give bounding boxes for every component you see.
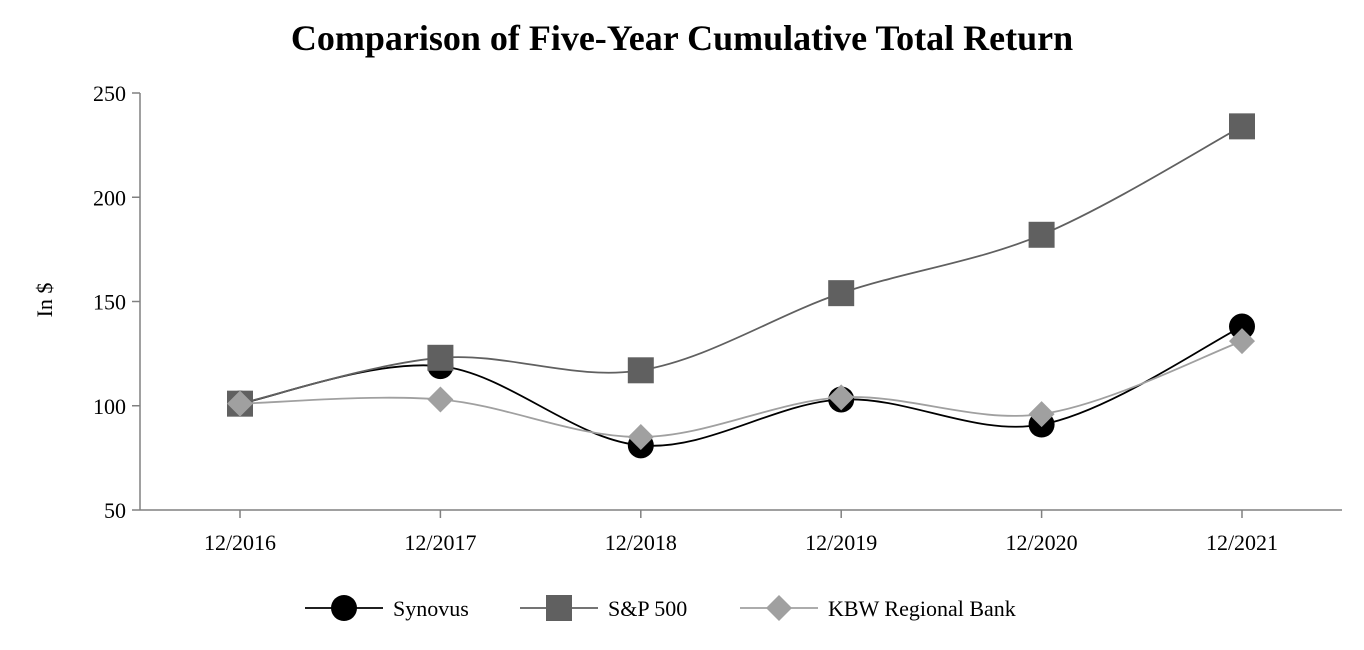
series-kbw-regional-bank bbox=[227, 328, 1255, 451]
data-point-marker bbox=[427, 344, 454, 371]
x-tick-label: 12/2018 bbox=[605, 530, 677, 555]
data-point-marker bbox=[1028, 221, 1055, 248]
legend-marker bbox=[766, 595, 792, 621]
data-point-marker bbox=[1028, 401, 1055, 428]
legend-label: S&P 500 bbox=[608, 596, 687, 621]
data-point-marker bbox=[227, 390, 253, 417]
y-tick-label: 150 bbox=[93, 290, 126, 315]
data-point-marker bbox=[1229, 328, 1255, 355]
legend-item: S&P 500 bbox=[520, 595, 687, 621]
series-s-p-500 bbox=[227, 113, 1255, 417]
data-point-marker bbox=[627, 424, 654, 451]
y-tick-label: 100 bbox=[93, 394, 126, 419]
data-point-marker bbox=[1229, 313, 1255, 340]
x-tick-label: 12/2019 bbox=[805, 530, 877, 555]
chart-title: Comparison of Five-Year Cumulative Total… bbox=[291, 18, 1073, 58]
y-tick-label: 50 bbox=[104, 498, 126, 523]
legend-item: Synovus bbox=[305, 595, 469, 621]
x-tick-label: 12/2021 bbox=[1206, 530, 1278, 555]
legend-label: KBW Regional Bank bbox=[828, 596, 1016, 621]
series-layer bbox=[227, 113, 1255, 459]
legend-label: Synovus bbox=[393, 596, 469, 621]
x-tick-label: 12/2017 bbox=[404, 530, 476, 555]
x-tick-label: 12/2016 bbox=[204, 530, 276, 555]
legend-marker bbox=[331, 595, 357, 621]
legend: Synovus S&P 500 KBW Regional Bank bbox=[305, 595, 1016, 621]
legend-item: KBW Regional Bank bbox=[740, 595, 1016, 621]
y-tick-label: 200 bbox=[93, 185, 126, 210]
series-line bbox=[239, 340, 1243, 438]
series-line bbox=[239, 125, 1243, 405]
legend-marker bbox=[546, 595, 572, 621]
data-point-marker bbox=[427, 386, 454, 413]
data-point-marker bbox=[828, 280, 855, 307]
data-point-marker bbox=[1229, 113, 1255, 140]
axes: 50 100 150 200 250 12/2016 12/2017 12/2018 12/20… bbox=[93, 81, 1342, 555]
y-tick-label: 250 bbox=[93, 81, 126, 106]
y-axis-label: In $ bbox=[32, 283, 57, 318]
data-point-marker bbox=[828, 384, 855, 411]
data-point-marker bbox=[627, 357, 654, 384]
series-line bbox=[239, 325, 1243, 447]
x-tick-label: 12/2020 bbox=[1006, 530, 1078, 555]
